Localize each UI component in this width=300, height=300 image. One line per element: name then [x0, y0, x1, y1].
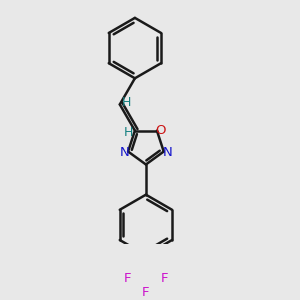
Text: F: F: [124, 272, 131, 286]
Text: N: N: [119, 146, 129, 159]
Text: H: H: [124, 126, 133, 139]
Text: F: F: [142, 286, 150, 299]
Text: O: O: [156, 124, 166, 136]
Text: N: N: [163, 146, 172, 159]
Text: H: H: [122, 95, 131, 109]
Text: F: F: [160, 272, 168, 286]
